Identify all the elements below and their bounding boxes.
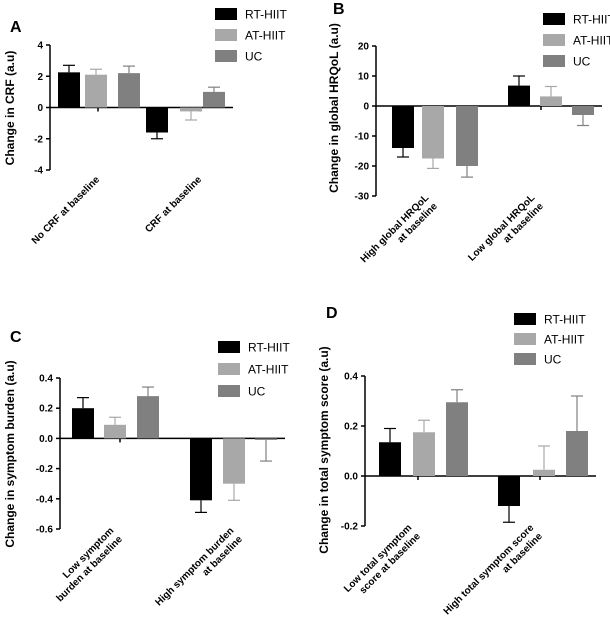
legend-swatch-rt-hiit	[218, 341, 240, 353]
y-tick-label: 0.0	[344, 472, 358, 483]
y-tick-label: -30	[355, 192, 370, 203]
y-tick-label: -2	[34, 134, 43, 145]
y-tick-label: 0.0	[39, 434, 53, 445]
x-category-label: Low total symptomscore at baseline	[342, 522, 423, 603]
legend-label-at-hiit: AT-HIIT	[245, 29, 286, 43]
y-tick-label: 2	[37, 72, 43, 83]
legend-label-at-hiit: AT-HIIT	[544, 333, 585, 347]
y-axis-title-a: Change in CRF (a.u)	[3, 51, 17, 166]
bar-at-hiit	[413, 432, 435, 476]
panel-c: C Change in symptom burden (a.u) -0.6 -0.…	[3, 329, 290, 617]
legend-label-rt-hiit: RT-HIIT	[573, 13, 610, 27]
legend-swatch-at-hiit	[543, 34, 565, 46]
legend-swatch-at-hiit	[218, 363, 240, 375]
y-tick-label: -10	[355, 132, 370, 143]
legend-label-at-hiit: AT-HIIT	[573, 34, 610, 48]
bar-uc	[137, 396, 159, 439]
panel-letter-c: C	[10, 329, 22, 346]
bar-at-hiit	[533, 469, 555, 476]
x-category-label: No CRF at baseline	[30, 174, 103, 247]
bar-at-hiit	[422, 106, 444, 159]
y-tick-label: 0.2	[344, 422, 358, 433]
panel-letter-d: D	[326, 305, 338, 322]
bar-at-hiit	[223, 438, 245, 484]
bar-rt-hiit	[379, 442, 401, 476]
legend-label-uc: UC	[245, 50, 263, 64]
legend-label-rt-hiit: RT-HIIT	[248, 341, 290, 355]
bar-at-hiit	[540, 96, 562, 106]
y-tick-label: 0.4	[39, 374, 53, 385]
x-category-label-line: Low total symptom	[342, 522, 414, 594]
y-tick-label: 0.2	[39, 404, 53, 415]
bar-rt-hiit	[392, 106, 414, 148]
panel-letter-b: B	[333, 1, 345, 18]
x-category-label-line: High total symptom score	[442, 522, 537, 617]
panel-d: D Change in total symptom score (a.u) -0…	[317, 305, 596, 625]
y-tick-label: -4	[34, 166, 43, 177]
bar-uc	[446, 402, 468, 476]
bar-at-hiit	[104, 424, 126, 439]
legend-swatch-uc	[215, 50, 237, 62]
bar-uc	[572, 106, 594, 115]
x-category-label-line: No CRF at baseline	[30, 174, 103, 247]
x-category-label: High symptom burdenat baseline	[154, 525, 246, 617]
y-tick-label: -0.2	[36, 464, 54, 475]
y-tick-label: 20	[358, 42, 370, 53]
legend-label-uc: UC	[248, 385, 266, 399]
y-tick-label: -20	[355, 162, 370, 173]
legend-swatch-rt-hiit	[543, 13, 565, 25]
legend-swatch-at-hiit	[215, 29, 237, 41]
bar-rt-hiit	[508, 85, 530, 106]
y-tick-label: -0.6	[36, 525, 54, 536]
bar-rt-hiit	[190, 438, 212, 501]
legend-swatch-at-hiit	[514, 333, 536, 345]
y-axis-title-d: Change in total symptom score (a.u)	[317, 346, 331, 553]
bar-at-hiit	[180, 107, 202, 112]
y-tick-label: 10	[358, 72, 370, 83]
legend-label-at-hiit: AT-HIIT	[248, 363, 289, 377]
x-category-label-line: Low global HRQoL	[466, 193, 537, 264]
bar-rt-hiit	[146, 107, 168, 133]
x-category-label: High global HRQoLat baseline	[359, 192, 440, 273]
y-tick-label: -0.4	[36, 494, 54, 505]
legend-swatch-uc	[543, 55, 565, 67]
y-tick-label: 4	[37, 41, 43, 52]
bar-rt-hiit	[498, 476, 520, 506]
x-category-label: Low symptomburden at baseline	[46, 525, 125, 604]
y-tick-label: 0	[37, 103, 43, 114]
bar-uc	[456, 106, 478, 166]
bar-rt-hiit	[58, 72, 80, 108]
panel-a: A Change in CRF (a.u) -4 -2 0 2 4 No CRF at b…	[3, 8, 287, 247]
x-category-label: High total symptom scoreat baseline	[442, 522, 545, 625]
legend-label-rt-hiit: RT-HIIT	[245, 8, 287, 22]
panel-letter-a: A	[10, 19, 22, 36]
y-tick-label: 0.4	[344, 372, 358, 383]
x-category-label-line: CRF at baseline	[143, 174, 204, 235]
legend-swatch-uc	[514, 353, 536, 365]
bar-uc	[566, 431, 588, 476]
y-axis-title-c: Change in symptom burden (a.u)	[3, 360, 17, 547]
y-tick-label: -0.2	[341, 522, 359, 533]
legend-swatch-uc	[218, 385, 240, 397]
panel-b: B Change in global HRQoL (a.u) -30 -20 -10…	[327, 1, 610, 273]
bar-rt-hiit	[72, 408, 94, 439]
x-category-label-line: High symptom burden	[154, 526, 237, 609]
legend-label-uc: UC	[573, 55, 591, 69]
legend-swatch-rt-hiit	[514, 313, 536, 325]
legend-label-rt-hiit: RT-HIIT	[544, 313, 586, 327]
y-tick-label: 0	[363, 102, 369, 113]
y-axis-title-b: Change in global HRQoL (a.u)	[327, 23, 341, 193]
bar-uc	[255, 438, 277, 440]
x-category-label-line: High global HRQoL	[359, 193, 432, 266]
x-category-label: Low global HRQoLat baseline	[466, 192, 546, 272]
bar-at-hiit	[85, 74, 107, 108]
x-category-label: CRF at baseline	[143, 174, 204, 235]
bar-uc	[118, 73, 140, 108]
bar-uc	[203, 91, 225, 108]
legend-swatch-rt-hiit	[215, 8, 237, 20]
legend-label-uc: UC	[544, 353, 562, 367]
